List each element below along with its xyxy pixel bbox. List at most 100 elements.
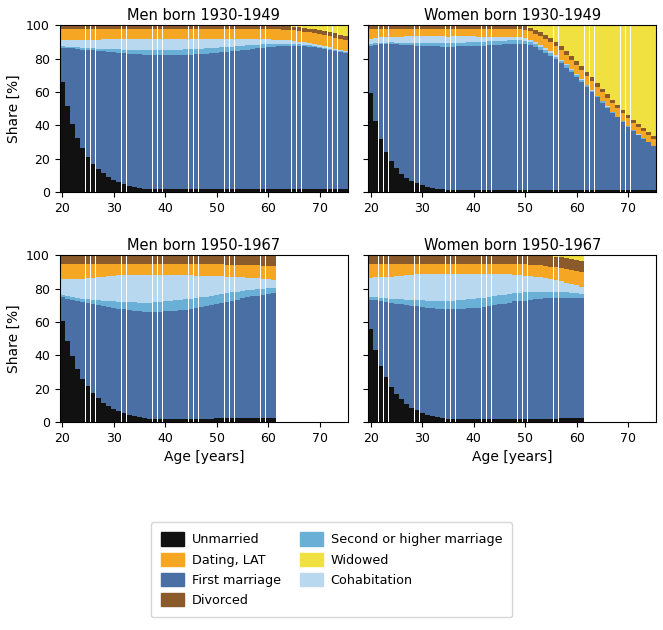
- Bar: [214, 265, 219, 276]
- Bar: [168, 29, 172, 38]
- Bar: [518, 275, 522, 293]
- Bar: [158, 275, 162, 302]
- Bar: [518, 264, 522, 275]
- Bar: [518, 40, 522, 43]
- Bar: [230, 277, 235, 292]
- Bar: [132, 50, 137, 54]
- Bar: [477, 307, 481, 420]
- Bar: [307, 189, 312, 192]
- Bar: [147, 29, 152, 38]
- Bar: [548, 190, 553, 192]
- Bar: [121, 25, 127, 29]
- Bar: [384, 377, 389, 422]
- Bar: [188, 418, 194, 422]
- Bar: [389, 44, 394, 161]
- Bar: [631, 190, 636, 192]
- Bar: [389, 255, 394, 264]
- Bar: [492, 45, 497, 190]
- Bar: [533, 292, 538, 299]
- Bar: [60, 48, 64, 82]
- Bar: [70, 25, 75, 28]
- Bar: [245, 50, 250, 189]
- Bar: [132, 255, 137, 264]
- Bar: [328, 37, 332, 47]
- Bar: [209, 276, 214, 295]
- Bar: [414, 255, 420, 263]
- Bar: [410, 408, 414, 422]
- Bar: [199, 276, 204, 297]
- Bar: [225, 277, 229, 294]
- Bar: [281, 43, 286, 46]
- Bar: [538, 265, 543, 277]
- Bar: [111, 301, 116, 307]
- Bar: [440, 37, 445, 43]
- Bar: [538, 277, 543, 292]
- Bar: [86, 386, 90, 422]
- Bar: [163, 311, 168, 419]
- Bar: [379, 29, 383, 37]
- Bar: [219, 25, 224, 29]
- Bar: [548, 42, 553, 51]
- Bar: [621, 190, 625, 192]
- Bar: [585, 72, 589, 76]
- Bar: [646, 190, 651, 192]
- Bar: [533, 190, 538, 192]
- Bar: [574, 25, 579, 61]
- Bar: [579, 80, 584, 82]
- Bar: [528, 28, 532, 32]
- Bar: [425, 307, 430, 415]
- Bar: [440, 418, 445, 422]
- Bar: [569, 298, 573, 418]
- Bar: [91, 300, 95, 304]
- Bar: [343, 189, 347, 192]
- Bar: [245, 39, 250, 45]
- Bar: [554, 25, 558, 42]
- Bar: [121, 184, 127, 192]
- Bar: [389, 161, 394, 192]
- Bar: [276, 43, 281, 47]
- Bar: [302, 47, 306, 189]
- Bar: [461, 273, 465, 300]
- Bar: [173, 419, 178, 422]
- Bar: [487, 420, 491, 422]
- Bar: [497, 264, 502, 274]
- Bar: [477, 29, 481, 37]
- Bar: [456, 255, 461, 263]
- Bar: [178, 189, 183, 192]
- Bar: [522, 25, 528, 26]
- Bar: [502, 274, 507, 295]
- Bar: [389, 42, 394, 44]
- Bar: [554, 418, 558, 422]
- Bar: [538, 50, 543, 190]
- Bar: [235, 189, 239, 192]
- Bar: [420, 37, 424, 43]
- Bar: [296, 25, 302, 27]
- Bar: [369, 300, 373, 329]
- Bar: [399, 29, 404, 37]
- Bar: [369, 297, 373, 300]
- Bar: [497, 29, 502, 37]
- Bar: [322, 35, 327, 47]
- Bar: [132, 54, 137, 187]
- Bar: [111, 307, 116, 409]
- Bar: [492, 190, 497, 192]
- Bar: [318, 189, 322, 192]
- Bar: [65, 299, 70, 341]
- Bar: [554, 55, 558, 57]
- Bar: [369, 278, 373, 297]
- Bar: [261, 295, 265, 418]
- Bar: [225, 189, 229, 192]
- Bar: [369, 265, 373, 278]
- Bar: [394, 299, 398, 304]
- Bar: [194, 298, 198, 308]
- Bar: [80, 50, 86, 148]
- Bar: [487, 25, 491, 29]
- Bar: [507, 40, 512, 44]
- Bar: [147, 264, 152, 275]
- Bar: [261, 256, 265, 266]
- Bar: [430, 37, 435, 43]
- Bar: [132, 302, 137, 311]
- Bar: [194, 49, 198, 54]
- Bar: [168, 55, 172, 189]
- Bar: [528, 42, 532, 45]
